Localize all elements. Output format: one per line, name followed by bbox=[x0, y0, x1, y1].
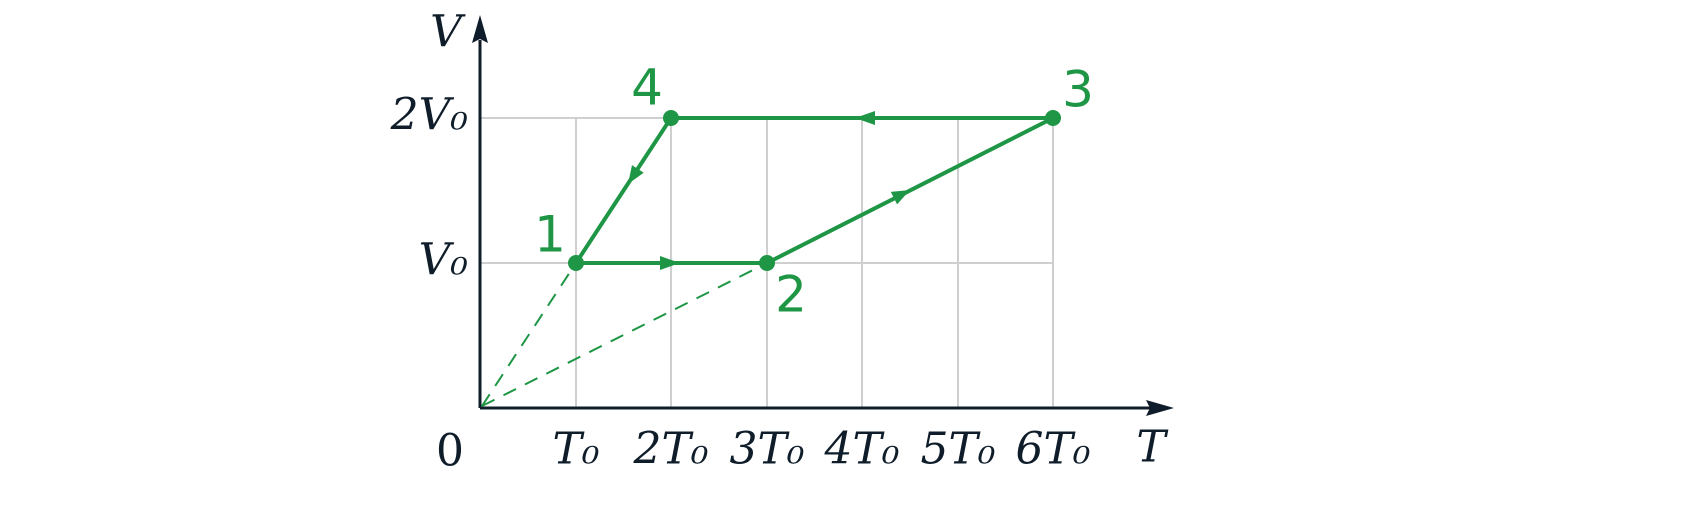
state-point bbox=[568, 255, 584, 271]
point-label: 2 bbox=[775, 266, 807, 324]
y-tick-label: V₀ bbox=[419, 235, 469, 286]
y-tick-label: 2V₀ bbox=[390, 90, 469, 141]
x-axis-arrow bbox=[1146, 400, 1174, 416]
state-point bbox=[759, 255, 775, 271]
arrow bbox=[890, 190, 910, 205]
state-point bbox=[1045, 110, 1061, 126]
y-axis-label: V bbox=[430, 7, 466, 58]
x-tick-label: 3T₀ bbox=[730, 424, 805, 475]
cycle-path bbox=[574, 116, 1054, 265]
y-axis-arrow bbox=[472, 15, 488, 43]
x-tick-label: T₀ bbox=[553, 424, 600, 475]
x-tick-label: 4T₀ bbox=[824, 424, 900, 475]
arrow bbox=[855, 111, 875, 125]
origin-label: 0 bbox=[436, 426, 464, 477]
x-tick-label: 5T₀ bbox=[921, 424, 996, 475]
x-axis-label: T bbox=[1136, 422, 1169, 473]
arrows bbox=[568, 110, 1061, 271]
x-tick-label: 2T₀ bbox=[633, 424, 709, 475]
dashed-line bbox=[481, 262, 768, 407]
point-label: 4 bbox=[631, 59, 663, 117]
arrow bbox=[660, 256, 680, 270]
point-label: 1 bbox=[534, 206, 566, 264]
arrow bbox=[628, 165, 644, 184]
dashed-line bbox=[481, 262, 577, 407]
point-label: 3 bbox=[1062, 61, 1094, 119]
x-tick-label: 6T₀ bbox=[1016, 424, 1091, 475]
axes bbox=[472, 15, 1174, 416]
state-point bbox=[663, 110, 679, 126]
